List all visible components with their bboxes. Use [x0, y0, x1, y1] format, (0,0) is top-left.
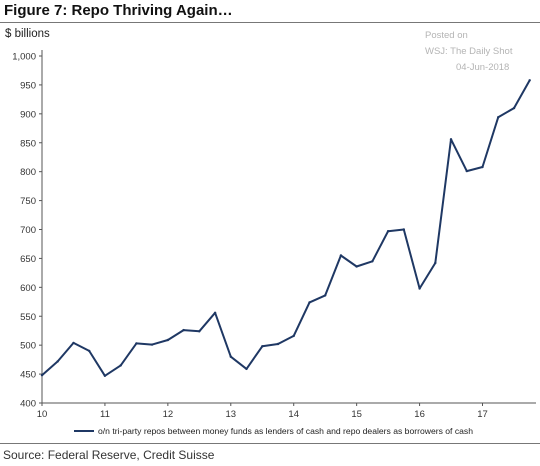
data-point: [339, 254, 343, 257]
series-line: [41, 79, 531, 377]
x-tick-label: 13: [226, 409, 237, 420]
data-point: [182, 328, 185, 332]
watermark-source: WSJ: The Daily Shot: [425, 46, 513, 57]
data-point: [245, 367, 248, 371]
data-point: [386, 230, 390, 233]
data-point: [276, 342, 280, 346]
data-point: [56, 360, 59, 363]
y-tick-label: 450: [20, 370, 36, 381]
data-point: [434, 261, 437, 265]
chart-title: Figure 7: Repo Thriving Again…: [4, 2, 233, 19]
y-axis-unit-label: $ billions: [5, 28, 50, 40]
data-point: [229, 355, 232, 358]
data-point: [308, 301, 311, 304]
data-point: [103, 374, 107, 377]
source-note: Source: Federal Reserve, Credit Suisse: [3, 448, 215, 462]
legend-label: o/n tri-party repos between money funds …: [98, 426, 473, 436]
y-tick-label: 850: [20, 138, 36, 149]
watermark-date: 04-Jun-2018: [456, 62, 510, 73]
data-point: [418, 287, 421, 290]
data-point: [198, 330, 201, 333]
footer-rule: [0, 443, 540, 444]
line-chart: 400 450 500 550 600 650 700 750 800 850 900 950 1,00…: [12, 50, 536, 436]
watermark-posted-on: Posted on: [425, 30, 468, 41]
y-tick-label: 650: [20, 254, 36, 265]
y-tick-label: 400: [20, 399, 36, 410]
x-tick-label: 10: [37, 409, 48, 420]
y-tick-label: 950: [20, 80, 36, 91]
y-tick-label: 500: [20, 341, 36, 352]
data-point: [528, 79, 531, 82]
x-tick-label: 15: [351, 409, 362, 420]
y-tick-label: 600: [20, 283, 36, 294]
y-tick-label: 1,000: [12, 52, 36, 63]
data-point: [40, 374, 44, 377]
data-point: [402, 228, 405, 231]
data-point: [88, 349, 91, 353]
x-tick-label: 16: [414, 409, 425, 420]
y-tick-label: 550: [20, 312, 36, 323]
data-point: [449, 138, 453, 141]
data-point: [166, 338, 170, 342]
data-point: [213, 311, 217, 314]
data-point: [324, 294, 327, 297]
data-point: [135, 342, 138, 345]
y-tick-label: 750: [20, 196, 36, 207]
data-point: [465, 169, 468, 173]
data-point: [119, 364, 122, 367]
y-tick-label: 700: [20, 225, 36, 236]
x-tick-label: 11: [100, 409, 110, 420]
data-point: [371, 260, 374, 263]
x-tick-label: 14: [288, 409, 299, 420]
data-point: [512, 106, 516, 110]
y-tick-label: 800: [20, 167, 36, 178]
title-rule: [0, 22, 540, 23]
data-point: [150, 343, 154, 346]
data-point: [292, 334, 295, 338]
x-tick-label: 12: [163, 409, 174, 420]
y-tick-label: 900: [20, 109, 36, 120]
data-point: [481, 165, 484, 169]
data-point: [355, 265, 358, 268]
data-point: [72, 341, 75, 345]
x-tick-label: 17: [477, 409, 488, 420]
data-point: [261, 345, 264, 348]
data-point: [497, 116, 500, 119]
